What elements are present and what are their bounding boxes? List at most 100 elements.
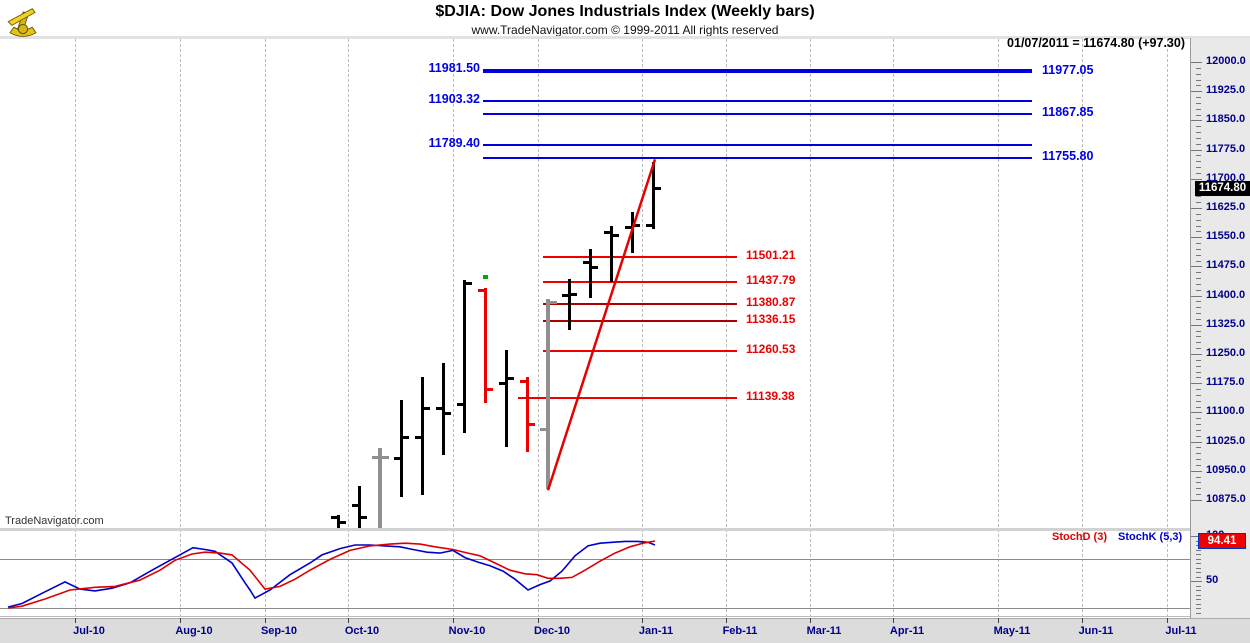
price-axis-minor-tick: [1196, 67, 1201, 69]
price-axis-major-tick: [1191, 295, 1202, 297]
price-axis-minor-tick: [1196, 424, 1201, 426]
ohlc-bar-range: [463, 280, 466, 434]
price-axis[interactable]: [1190, 38, 1250, 618]
ohlc-bar-close-tick: [422, 407, 430, 410]
price-axis-minor-tick: [1196, 79, 1201, 81]
price-axis-label: 11625.0: [1206, 201, 1246, 213]
ohlc-bar-close-tick: [632, 223, 640, 227]
price-axis-minor-tick: [1196, 435, 1201, 437]
month-tick: [265, 618, 266, 623]
price-axis-label: 11775.0: [1206, 142, 1246, 155]
last-quote-readout: 01/07/2011 = 11674.80 (+97.30): [1007, 36, 1185, 50]
retracement-line: [518, 397, 737, 400]
ohlc-bar-range: [484, 287, 487, 403]
ohlc-bar-range: [400, 399, 403, 498]
ohlc-bar-range: [631, 211, 634, 253]
price-axis-minor-tick: [1196, 155, 1201, 157]
resistance-line: [483, 99, 1032, 102]
month-gridline: [893, 39, 894, 617]
price-axis-label: 11025.0: [1206, 434, 1246, 447]
retracement-line: [543, 320, 737, 323]
price-axis-label: 11250.0: [1206, 347, 1246, 359]
price-axis-minor-tick: [1196, 167, 1201, 169]
price-axis-minor-tick: [1196, 254, 1201, 256]
stoch-axis-label: 50: [1206, 574, 1219, 586]
ohlc-bar-open-tick: [499, 381, 507, 385]
month-tick: [810, 618, 811, 623]
price-axis-minor-tick: [1196, 161, 1201, 163]
stoch-axis-minor-tick: [1196, 554, 1201, 555]
stochastic-panel-canvas[interactable]: [0, 531, 1190, 616]
stoch-axis-minor-tick: [1196, 608, 1201, 609]
price-axis-major-tick: [1191, 62, 1202, 63]
ohlc-bar-close-tick: [506, 377, 514, 381]
ohlc-bar-close-tick: [443, 412, 451, 416]
price-axis-minor-tick: [1196, 429, 1201, 431]
month-label: Mar-11: [806, 625, 842, 637]
stochk-legend-label[interactable]: StochK (5,3): [1118, 531, 1183, 543]
stochastic-value-badge: 94.41: [1198, 533, 1246, 549]
price-axis-label: 10950.0: [1206, 463, 1246, 476]
month-label: Feb-11: [722, 625, 758, 637]
price-axis-major-tick: [1191, 120, 1202, 122]
price-axis-minor-tick: [1196, 389, 1201, 391]
month-label: Apr-11: [889, 625, 925, 637]
price-axis-minor-tick: [1196, 85, 1201, 87]
price-axis-major-tick: [1191, 149, 1202, 151]
stochd-legend-label[interactable]: StochD (3): [1052, 531, 1107, 543]
price-axis-minor-tick: [1196, 318, 1201, 320]
panel-divider: [0, 528, 1190, 531]
resistance-label: 11977.05: [1042, 62, 1094, 77]
retracement-label: 11336.15: [746, 312, 796, 327]
resistance-label: 11867.85: [1042, 105, 1094, 120]
month-label: Sep-10: [260, 625, 298, 637]
price-axis-minor-tick: [1196, 143, 1201, 145]
stoch-axis-minor-tick: [1196, 603, 1201, 605]
last-price-badge: 11674.80: [1195, 181, 1250, 196]
month-label: Dec-10: [533, 625, 571, 637]
ohlc-bar-close-tick: [359, 516, 367, 520]
price-axis-minor-tick: [1196, 494, 1201, 496]
chart-subtitle: www.TradeNavigator.com © 1999-2011 All r…: [471, 23, 779, 37]
price-axis-minor-tick: [1196, 406, 1201, 408]
price-axis-label: 12000.0: [1206, 55, 1246, 67]
stoch-axis-major-tick: [1191, 581, 1202, 582]
stoch-axis-minor-tick: [1196, 572, 1201, 573]
month-gridline: [538, 39, 539, 617]
month-label: Jan-11: [638, 625, 674, 637]
price-axis-label: 11700.0: [1206, 171, 1246, 184]
price-axis-label: 11475.0: [1206, 259, 1246, 272]
price-chart-canvas[interactable]: [0, 38, 1190, 530]
month-label: May-11: [993, 625, 1031, 637]
price-axis-minor-tick: [1196, 231, 1201, 233]
tradenavigator-logo-icon: [7, 8, 37, 37]
price-axis-minor-tick: [1196, 243, 1201, 245]
month-tick: [75, 618, 76, 623]
signal-marker-dot: [483, 274, 488, 279]
time-axis[interactable]: [0, 618, 1250, 643]
ohlc-bar-close-tick: [653, 187, 661, 191]
price-axis-minor-tick: [1196, 108, 1201, 110]
price-axis-major-tick: [1191, 354, 1202, 355]
ohlc-bar-range: [568, 279, 571, 330]
price-axis-minor-tick: [1196, 283, 1201, 285]
ohlc-bar-open-tick: [478, 289, 486, 293]
price-axis-minor-tick: [1196, 476, 1201, 478]
stoch-reference-line: [0, 558, 1190, 560]
month-gridline: [726, 39, 727, 617]
stoch-axis-major-tick: [1191, 536, 1202, 537]
price-axis-label: 11400.0: [1206, 288, 1246, 301]
ohlc-bar-range: [546, 298, 550, 490]
retracement-label: 11501.21: [746, 248, 796, 263]
price-axis-label: 11850.0: [1206, 113, 1246, 126]
month-tick: [998, 618, 999, 623]
ohlc-bar-close-tick: [338, 520, 346, 524]
price-axis-minor-tick: [1196, 365, 1201, 367]
ohlc-bar-close-tick: [380, 456, 389, 460]
month-gridline: [265, 39, 266, 617]
price-axis-minor-tick: [1196, 196, 1201, 198]
stoch-axis-minor-tick: [1196, 594, 1201, 596]
ohlc-bar-open-tick: [394, 456, 402, 460]
stoch-axis-minor-tick: [1196, 563, 1201, 564]
stoch-axis-minor-tick: [1196, 558, 1201, 560]
